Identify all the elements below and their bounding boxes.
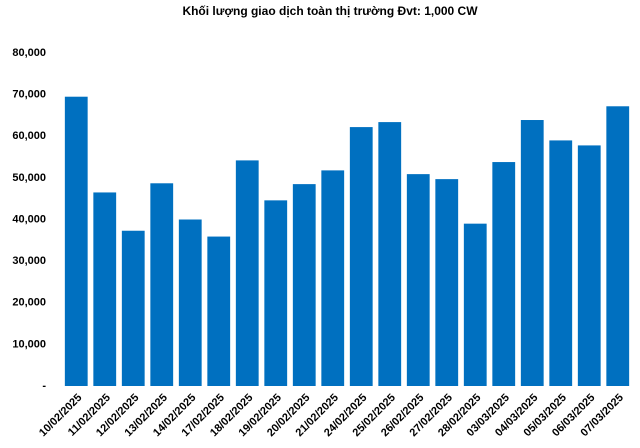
y-tick-label: 40,000	[12, 213, 46, 225]
chart-title: Khối lượng giao dịch toàn thị trường Đvt…	[182, 4, 478, 18]
y-tick-label: 30,000	[12, 255, 46, 267]
bar	[549, 140, 573, 386]
bar	[178, 219, 202, 386]
bar	[235, 160, 259, 386]
bar	[492, 162, 516, 386]
bar	[378, 122, 402, 386]
bar	[463, 223, 487, 386]
bar	[121, 230, 145, 386]
bar	[435, 179, 459, 386]
bar	[520, 120, 544, 387]
bar	[577, 145, 601, 386]
bar	[349, 127, 373, 386]
y-tick-label: 20,000	[12, 297, 46, 309]
bar	[64, 96, 88, 387]
y-tick-label: 80,000	[12, 47, 46, 59]
y-tick-label: 10,000	[12, 338, 46, 350]
bar	[406, 174, 430, 386]
bar	[93, 192, 117, 386]
bar	[606, 106, 630, 386]
bar	[292, 184, 316, 386]
bar	[150, 183, 174, 386]
bar	[207, 236, 231, 386]
y-tick-label: 70,000	[12, 89, 46, 101]
y-tick-label: -	[42, 380, 46, 392]
bar	[321, 170, 345, 386]
y-tick-label: 50,000	[12, 172, 46, 184]
y-tick-label: 60,000	[12, 130, 46, 142]
bar	[264, 200, 288, 386]
